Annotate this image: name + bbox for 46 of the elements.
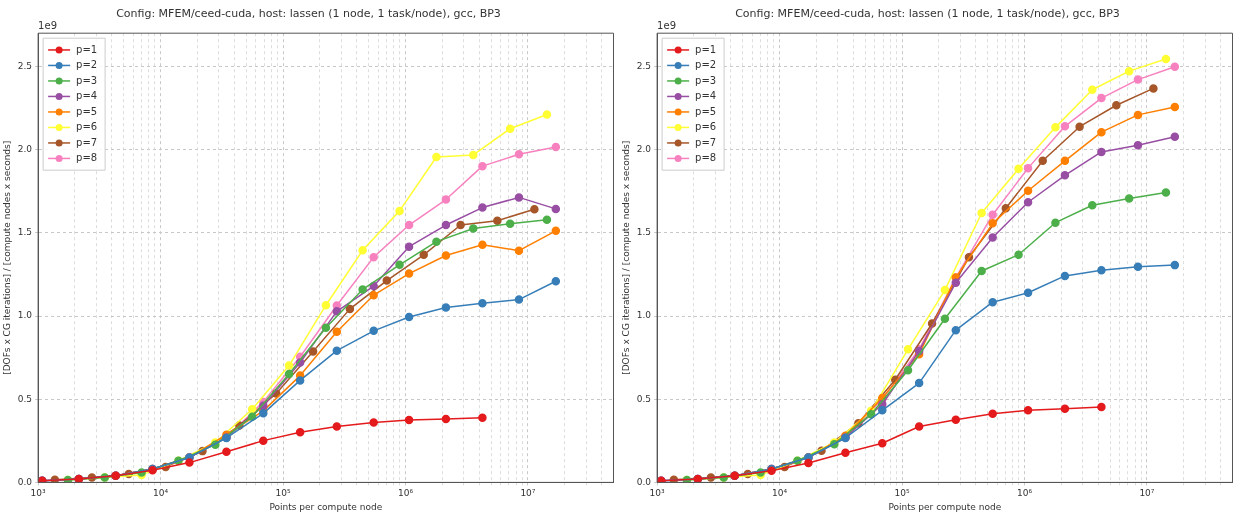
x-tick-label: 10³	[30, 488, 47, 499]
y-tick-label: 2.0	[636, 144, 652, 154]
y-tick-label: 1.5	[17, 227, 33, 238]
y-tick-label: 0.0	[17, 476, 33, 487]
x-tick-label: 10³	[649, 488, 666, 499]
x-axis-title: Points per compute node	[888, 501, 1002, 512]
y-tick-label: 2.0	[17, 144, 33, 154]
x-tick-label: 10⁵	[275, 488, 291, 499]
y-tick-label: 0.5	[17, 393, 33, 404]
x-tick-label: 10⁴	[772, 488, 788, 499]
chart-title: Config: MFEM/ceed-cuda, host: lassen (1 node, 1 task/node), gcc, BP3	[116, 7, 501, 21]
y-tick-label: 1.0	[636, 310, 652, 321]
y-tick-label: 2.5	[636, 60, 652, 71]
y-tick-label: 2.5	[17, 60, 33, 71]
y-axis-title: [DOFs x CG iterations] / [compute nodes x seconds]	[1, 140, 12, 375]
legend-label: p=2	[695, 59, 717, 71]
legend-label: p=1	[76, 43, 98, 55]
legend-label: p=7	[695, 136, 717, 148]
legend-label: p=2	[76, 59, 98, 71]
legend-label: p=5	[695, 105, 717, 117]
x-axis-title: Points per compute node	[269, 501, 383, 512]
x-tick-label: 10⁷	[520, 488, 536, 499]
y-tick-label: 0.0	[636, 476, 652, 487]
legend-label: p=3	[695, 74, 717, 86]
legend-label: p=5	[76, 105, 98, 117]
x-tick-label: 10⁶	[1016, 488, 1033, 499]
legend-label: p=8	[695, 152, 717, 164]
y-axis-title: [DOFs x CG iterations] / [compute nodes x seconds]	[620, 140, 631, 375]
text: 1e9	[38, 19, 57, 31]
legend-label: p=6	[76, 121, 98, 133]
x-tick-label: 10⁷	[1139, 488, 1155, 499]
legend-label: p=3	[76, 74, 98, 86]
x-tick-label: 10⁵	[894, 488, 910, 499]
y-tick-label: 1.0	[17, 310, 33, 321]
y-tick-label: 0.5	[636, 393, 652, 404]
legend-label: p=4	[695, 90, 717, 102]
text: 1e9	[657, 19, 676, 31]
chart-title: Config: MFEM/ceed-cuda, host: lassen (1 node, 1 task/node), gcc, BP3	[735, 7, 1120, 21]
x-tick-label: 10⁶	[397, 488, 414, 499]
legend-label: p=7	[76, 136, 98, 148]
legend-label: p=6	[695, 121, 717, 133]
y-tick-label: 1.5	[636, 227, 652, 238]
x-tick-label: 10⁴	[153, 488, 169, 499]
legend-label: p=8	[76, 152, 98, 164]
legend-label: p=1	[695, 43, 717, 55]
legend-label: p=4	[76, 90, 98, 102]
